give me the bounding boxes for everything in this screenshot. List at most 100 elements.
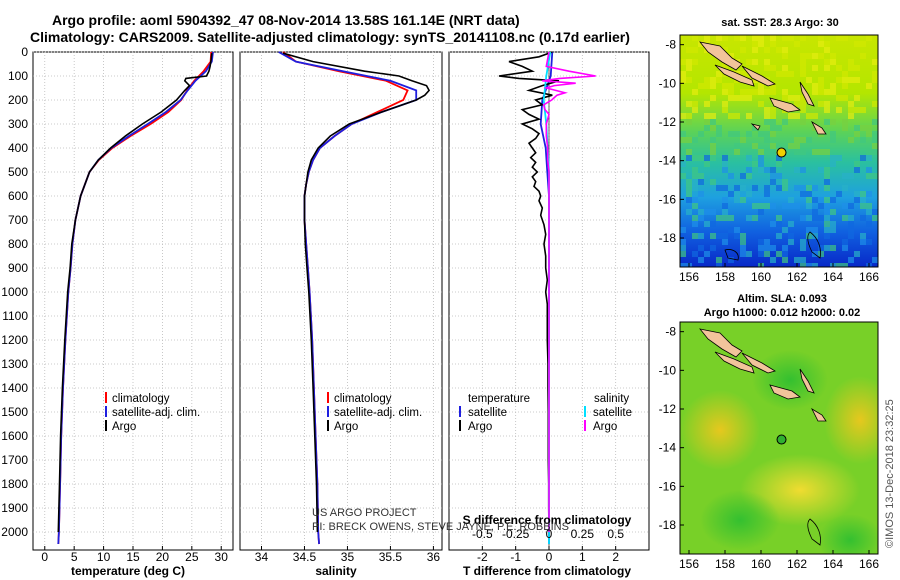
sst-pixel — [794, 41, 800, 47]
depth-tick-label: 900 — [8, 261, 28, 275]
sst-pixel — [716, 215, 722, 221]
sst-pixel — [752, 47, 758, 53]
island-new-georgia — [714, 64, 755, 87]
sst-pixel — [806, 203, 812, 209]
sst-pixel — [734, 191, 740, 197]
legend-swatch-t-satellite — [459, 406, 461, 417]
sst-pixel — [692, 203, 698, 209]
sst-pixel — [686, 197, 692, 203]
s-diff-tick-label: -0.25 — [502, 527, 530, 541]
sst-pixel — [764, 119, 770, 125]
sst-pixel — [692, 233, 698, 239]
sst-pixel — [758, 35, 764, 41]
sst-pixel — [722, 233, 728, 239]
sst-pixel — [860, 137, 866, 143]
sst-pixel — [776, 185, 782, 191]
sst-pixel — [758, 251, 764, 257]
sst-pixel — [836, 77, 842, 83]
sst-pixel — [710, 95, 716, 101]
lon-tick-label: 158 — [715, 270, 735, 284]
reef-outline — [807, 231, 821, 259]
sst-pixel — [806, 53, 812, 59]
sst-pixel — [794, 137, 800, 143]
sst-pixel — [824, 185, 830, 191]
sst-pixel — [722, 185, 728, 191]
sst-pixel — [740, 233, 746, 239]
sst-pixel — [800, 107, 806, 113]
sst-pixel — [848, 77, 854, 83]
sst-pixel — [830, 197, 836, 203]
temperature-legend: climatology satellite-adj. clim. Argo — [105, 392, 200, 433]
sst-pixel — [770, 119, 776, 125]
sst-pixel — [698, 41, 704, 47]
sst-pixel — [722, 197, 728, 203]
sst-pixel — [848, 233, 854, 239]
sst-pixel — [812, 185, 818, 191]
sst-pixel — [758, 131, 764, 137]
sst-pixel — [842, 35, 848, 41]
sst-pixel — [860, 215, 866, 221]
sst-pixel — [782, 95, 788, 101]
sst-pixel — [740, 245, 746, 251]
sst-pixel — [692, 47, 698, 53]
sst-pixel — [794, 149, 800, 155]
sst-pixel — [854, 251, 860, 257]
lat-tick-label: -8 — [665, 38, 676, 52]
sst-pixel — [824, 215, 830, 221]
sst-pixel — [740, 71, 746, 77]
sst-pixel — [818, 245, 824, 251]
sst-pixel — [722, 167, 728, 173]
sst-pixel — [854, 161, 860, 167]
sst-pixel — [698, 155, 704, 161]
sst-pixel — [842, 125, 848, 131]
sst-pixel — [764, 113, 770, 119]
lon-tick-label: 162 — [787, 270, 807, 284]
x-tick-label: 36 — [427, 550, 441, 564]
sst-pixel — [764, 89, 770, 95]
sst-pixel — [830, 137, 836, 143]
sst-pixel — [776, 161, 782, 167]
sst-pixel — [866, 131, 872, 137]
sst-pixel — [686, 155, 692, 161]
sst-pixel — [698, 215, 704, 221]
sst-pixel — [728, 227, 734, 233]
lat-tick-label: -12 — [659, 115, 677, 129]
sst-pixel — [692, 89, 698, 95]
sst-pixel — [722, 35, 728, 41]
sst-pixel — [824, 149, 830, 155]
legend-swatch-s-argo — [584, 420, 586, 431]
sst-pixel — [866, 35, 872, 41]
sst-pixel — [848, 227, 854, 233]
sst-pixel — [872, 131, 878, 137]
sst-pixel — [806, 137, 812, 143]
sst-pixel — [710, 113, 716, 119]
sst-pixel — [842, 95, 848, 101]
sst-pixel — [686, 191, 692, 197]
sst-pixel — [800, 101, 806, 107]
sst-pixel — [764, 149, 770, 155]
sst-pixel — [794, 113, 800, 119]
sst-pixel — [680, 71, 686, 77]
sst-pixel — [872, 77, 878, 83]
depth-tick-label: 1500 — [1, 405, 28, 419]
x-tick-label: -1 — [510, 550, 521, 564]
sst-pixel — [860, 125, 866, 131]
sst-pixel — [854, 107, 860, 113]
legend-label: satellite — [468, 407, 507, 419]
sst-pixel — [692, 59, 698, 65]
sst-pixel — [710, 137, 716, 143]
depth-tick-label: 300 — [8, 117, 28, 131]
sst-pixel — [746, 173, 752, 179]
sst-pixel — [776, 233, 782, 239]
gridlines — [33, 51, 649, 550]
legend-label: satellite-adj. clim. — [112, 407, 200, 419]
sst-pixel — [872, 173, 878, 179]
depth-tick-label: 500 — [8, 165, 28, 179]
sst-pixel — [818, 167, 824, 173]
lon-tick-label: 160 — [751, 557, 771, 571]
lon-tick-label: 166 — [859, 557, 879, 571]
sst-pixel — [806, 233, 812, 239]
sst-pixel — [812, 65, 818, 71]
sst-pixel — [716, 125, 722, 131]
sst-pixel — [794, 257, 800, 263]
